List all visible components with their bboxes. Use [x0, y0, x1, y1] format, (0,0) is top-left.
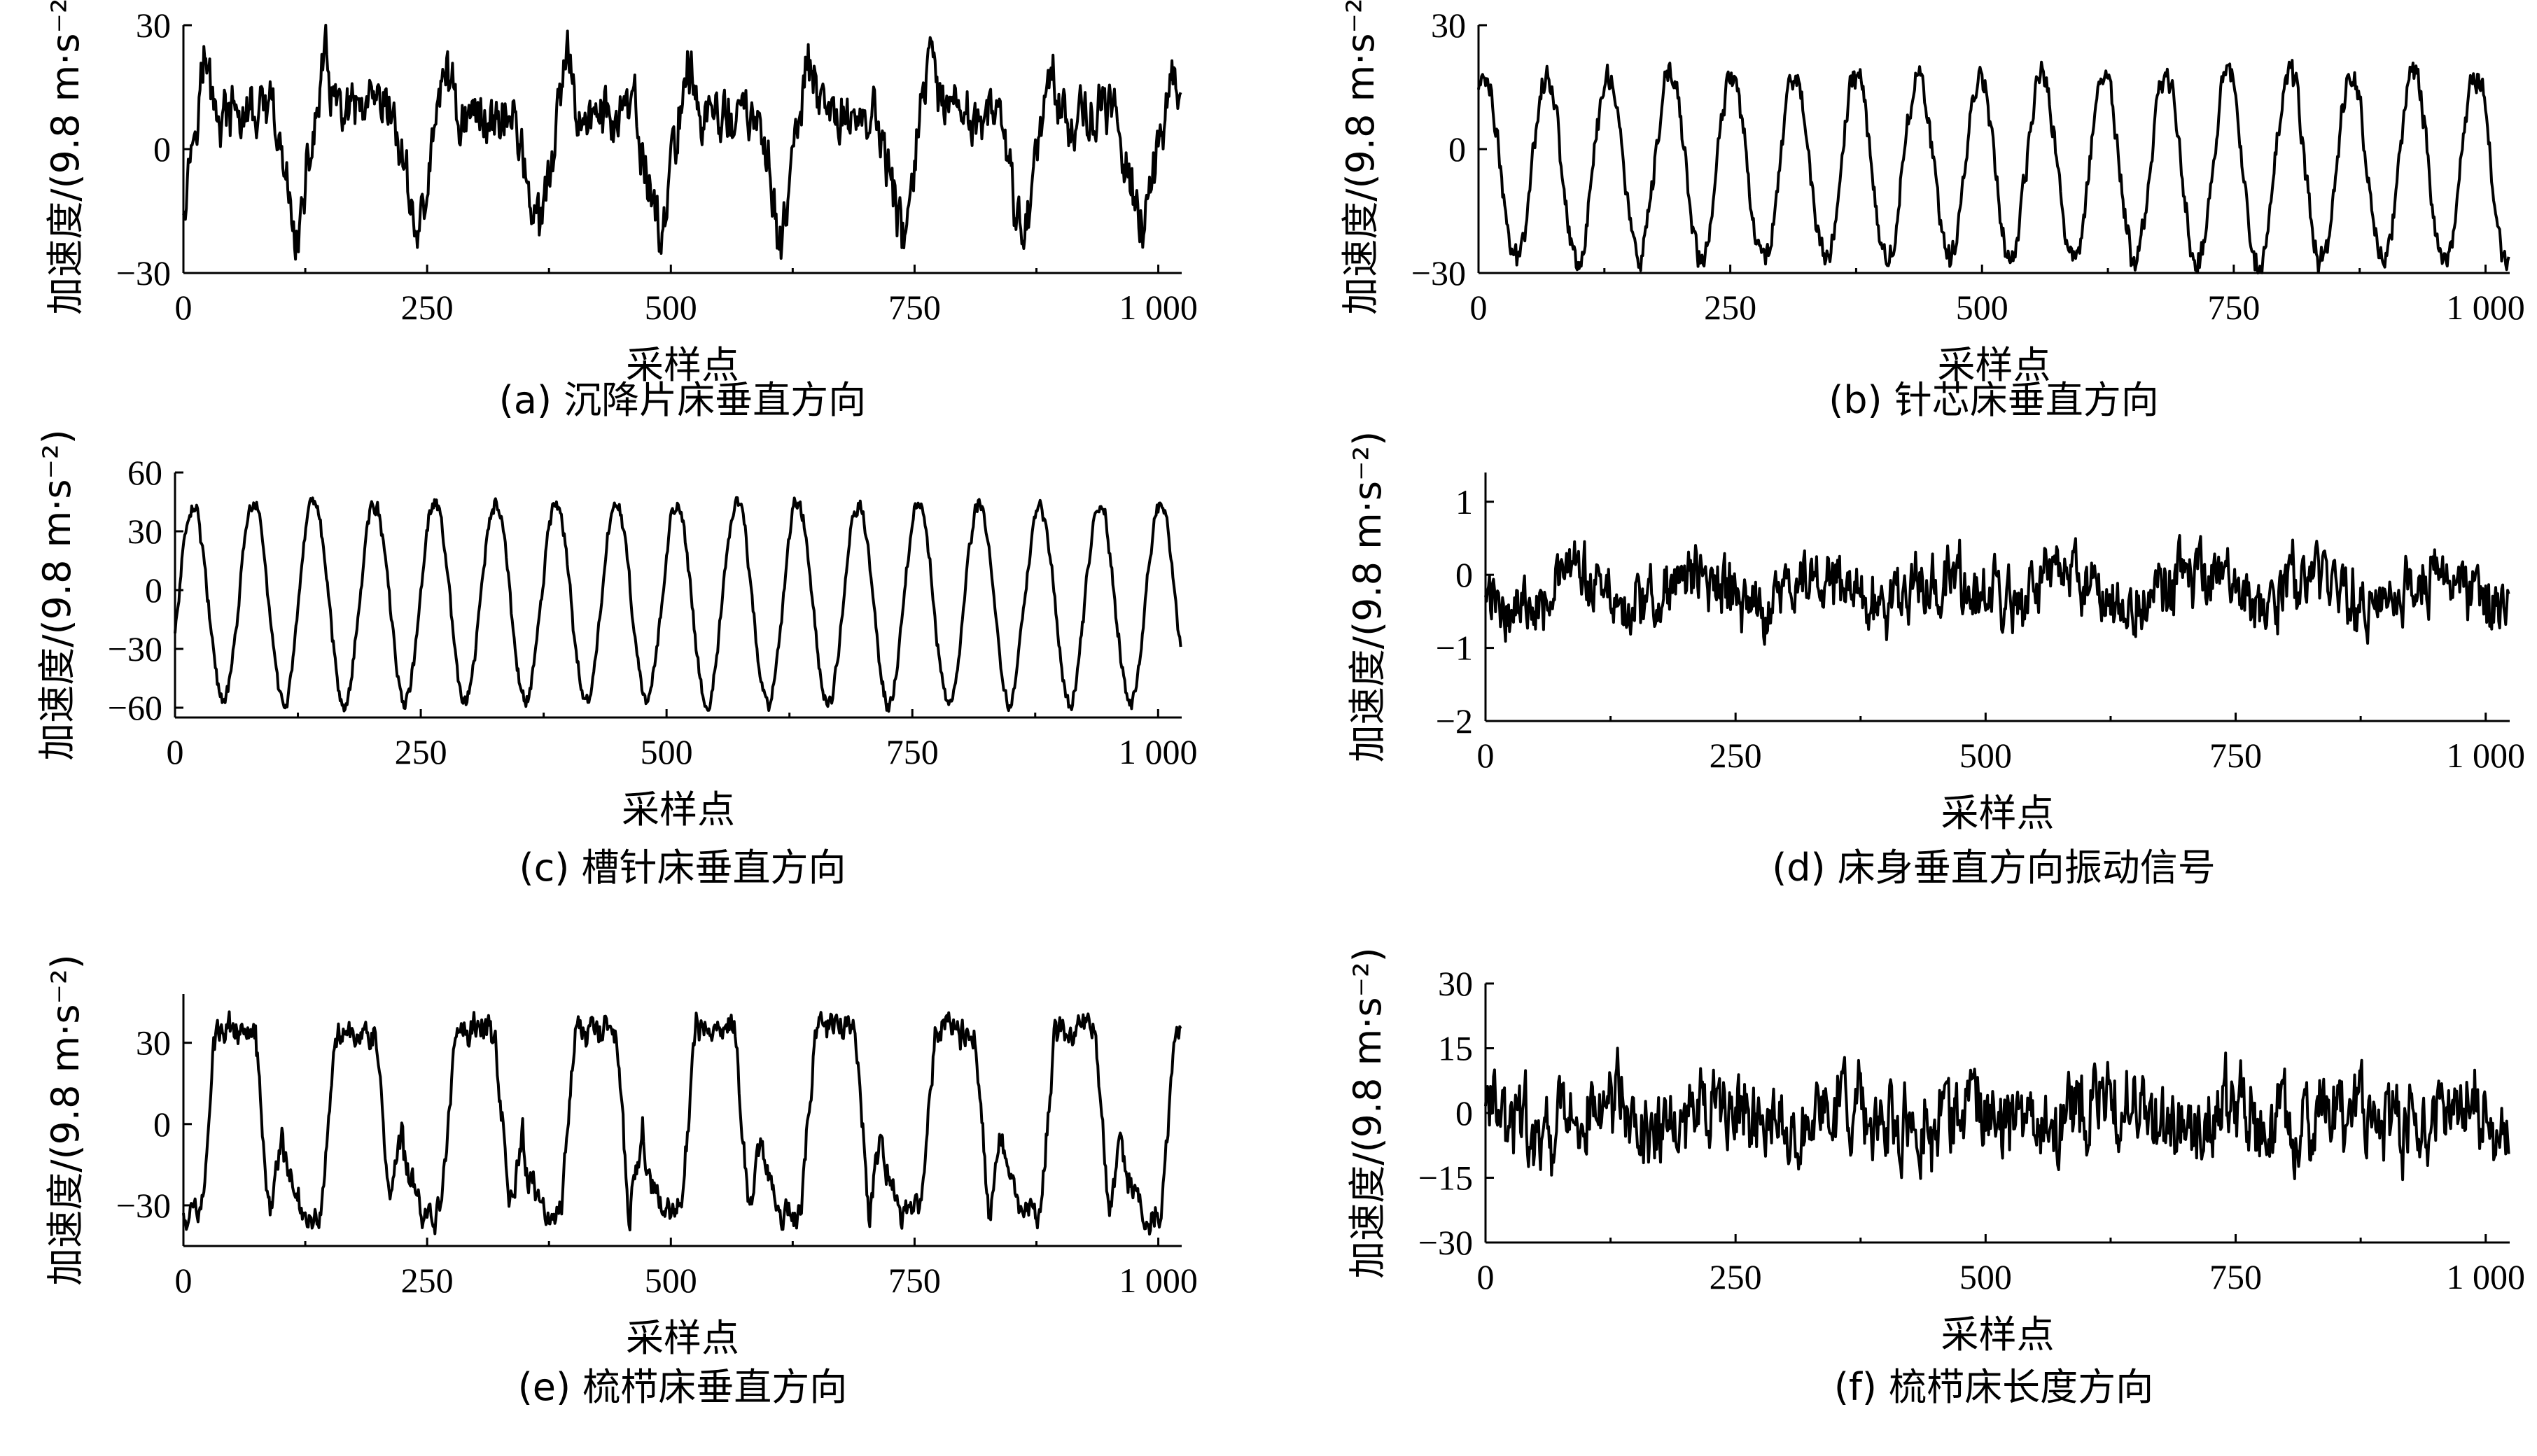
y-tick-label-f: 0	[1455, 1093, 1473, 1133]
y-axis-title-c: 加速度/(9.8 m·s⁻²)	[35, 429, 79, 760]
chart-f: 0 250 500 750 1 000 −30 −15 0 15 30 采样点 加速度/(9.8 m·…	[1346, 947, 2525, 1409]
series-line-e	[182, 1010, 1182, 1236]
x-tick-label-f: 1 000	[2446, 1257, 2525, 1296]
x-tick-label-c: 0	[167, 732, 184, 771]
x-tick-label-a: 0	[175, 288, 193, 327]
x-tick-label-c: 1 000	[1119, 732, 1198, 771]
y-tick-label-a: 0	[153, 130, 171, 169]
x-tick-label-b: 0	[1470, 288, 1488, 327]
x-tick-label-b: 250	[1704, 288, 1756, 327]
y-tick-label-b: −30	[1411, 253, 1466, 293]
x-tick-label-a: 750	[888, 288, 941, 327]
y-tick-label-c: 30	[127, 512, 162, 551]
x-tick-label-f: 0	[1477, 1257, 1495, 1296]
y-axis-title-d: 加速度/(9.8 m·s⁻²)	[1346, 431, 1390, 762]
x-tick-label-c: 500	[641, 732, 693, 771]
y-tick-label-c: −60	[108, 688, 162, 727]
x-axis-title-d: 采样点	[1941, 791, 2055, 835]
x-tick-label-c: 250	[395, 732, 447, 771]
series-line-d	[1484, 534, 2510, 646]
y-tick-label-a: 30	[136, 6, 171, 45]
y-tick-label-f: −15	[1418, 1158, 1473, 1198]
x-tick-label-e: 750	[888, 1261, 941, 1300]
series-line-c	[174, 496, 1182, 713]
x-axis-title-c: 采样点	[622, 788, 735, 832]
y-tick-label-c: 60	[127, 453, 162, 492]
x-tick-label-e: 500	[645, 1261, 697, 1300]
caption-d: (d) 床身垂直方向振动信号	[1772, 846, 2216, 890]
x-tick-label-e: 1 000	[1119, 1261, 1198, 1300]
caption-c: (c) 槽针床垂直方向	[519, 846, 846, 890]
x-tick-label-e: 250	[401, 1261, 454, 1300]
y-tick-label-d: 0	[1455, 555, 1473, 594]
y-tick-label-d: 1	[1455, 482, 1473, 522]
x-axis-title-f: 采样点	[1941, 1312, 2055, 1357]
y-axis-title-f: 加速度/(9.8 m·s⁻²)	[1346, 947, 1390, 1278]
x-tick-label-a: 1 000	[1119, 288, 1198, 327]
x-tick-label-d: 500	[1959, 736, 2012, 775]
chart-c: 0 250 500 750 1 000 −60 −30 0 30 60 采样点 加速度/(9.8 m·…	[35, 429, 1198, 890]
series-line-a	[182, 24, 1182, 261]
x-tick-label-e: 0	[175, 1261, 193, 1300]
x-axis-title-e: 采样点	[626, 1316, 739, 1360]
y-tick-label-f: −30	[1418, 1223, 1473, 1262]
y-tick-label-a: −30	[116, 253, 171, 293]
x-tick-label-b: 1 000	[2446, 288, 2525, 327]
x-axis-title-b: 采样点	[1938, 343, 2051, 387]
caption-b: (b) 针芯床垂直方向	[1829, 378, 2159, 422]
x-tick-label-d: 750	[2209, 736, 2262, 775]
y-tick-label-c: 0	[145, 570, 162, 610]
x-tick-label-f: 500	[1959, 1257, 2012, 1296]
y-tick-label-e: 0	[153, 1105, 171, 1144]
y-axis-title-a: 加速度/(9.8 m·s⁻²)	[43, 0, 88, 315]
x-tick-label-d: 1 000	[2446, 736, 2525, 775]
y-tick-label-e: 30	[136, 1023, 171, 1063]
y-tick-label-c: −30	[108, 629, 162, 668]
chart-d: 0 250 500 750 1 000 −2 −1 0 1 采样点 加速度/(9.8 m·s⁻²) (…	[1346, 431, 2525, 890]
y-tick-label-b: 0	[1448, 130, 1466, 169]
caption-e: (e) 梳栉床垂直方向	[518, 1365, 848, 1409]
y-axis-title-b: 加速度/(9.8 m·s⁻²)	[1339, 0, 1383, 315]
x-tick-label-f: 250	[1710, 1257, 1762, 1296]
series-line-f	[1484, 1046, 2510, 1182]
x-tick-label-c: 750	[886, 732, 939, 771]
y-tick-label-d: −1	[1436, 629, 1473, 668]
y-axis-title-e: 加速度/(9.8 m·s⁻²)	[43, 954, 88, 1285]
x-tick-label-a: 250	[401, 288, 454, 327]
y-tick-label-f: 15	[1438, 1029, 1473, 1068]
y-tick-label-e: −30	[116, 1186, 171, 1225]
y-tick-label-d: −2	[1436, 701, 1473, 741]
x-axis-title-a: 采样点	[626, 343, 739, 387]
series-line-b	[1477, 59, 2510, 274]
x-tick-label-a: 500	[645, 288, 697, 327]
caption-f: (f) 梳栉床长度方向	[1834, 1365, 2153, 1409]
caption-a: (a) 沉降片床垂直方向	[499, 378, 866, 422]
x-tick-label-b: 500	[1956, 288, 2008, 327]
y-tick-label-f: 30	[1438, 964, 1473, 1003]
x-tick-label-f: 750	[2209, 1257, 2262, 1296]
x-tick-label-d: 250	[1710, 736, 1762, 775]
x-tick-label-d: 0	[1477, 736, 1495, 775]
x-tick-label-b: 750	[2207, 288, 2260, 327]
y-tick-label-b: 30	[1431, 6, 1466, 45]
